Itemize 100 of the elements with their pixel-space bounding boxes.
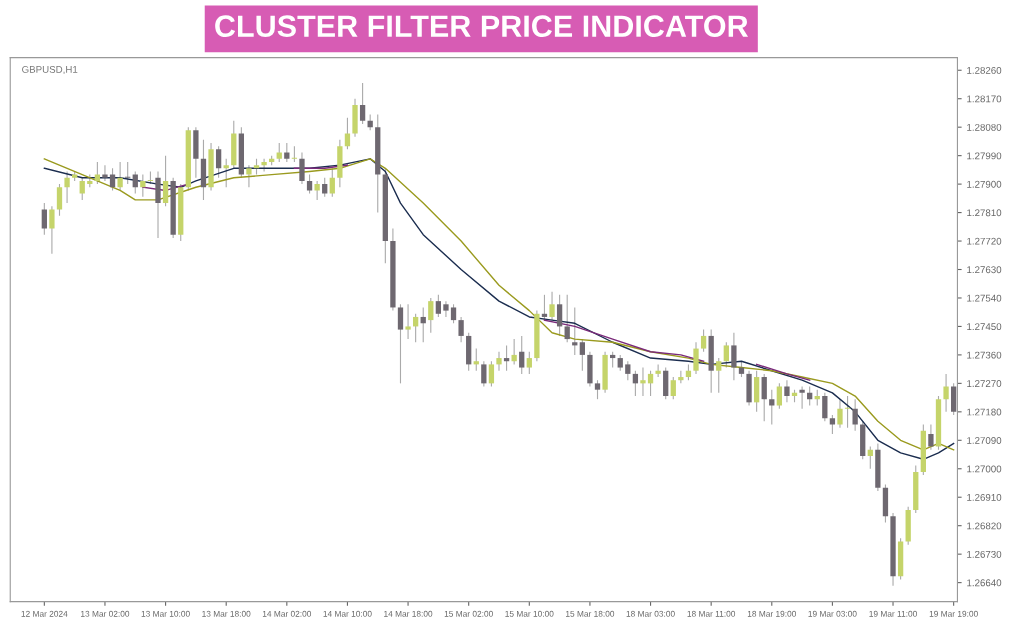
candlestick [162,155,169,207]
candlestick [79,177,85,201]
candlestick [125,161,131,185]
candlestick [102,164,108,182]
x-tick-label: 15 Mar 18:00 [566,610,615,617]
x-tick-label: 12 Mar 2024 [21,610,68,617]
candlestick [943,373,949,413]
candlestick [132,170,138,195]
y-tick-label: 1.26730 [967,550,1002,558]
x-tick-label: 18 Mar 11:00 [687,610,736,617]
candlestick [435,294,442,318]
x-tick-label: 18 Mar 19:00 [747,610,797,617]
candlestick [443,300,449,318]
candlestick [564,294,570,343]
y-tick-label: 1.26820 [967,522,1002,530]
y-tick-label: 1.28260 [967,66,1002,74]
candlestick [299,151,305,185]
candlestick [496,351,502,372]
x-tick-label: 13 Mar 18:00 [202,610,251,617]
candlestick [647,370,654,397]
candlestick [397,303,404,384]
candlestick [405,303,411,340]
candlestick [852,398,858,432]
candlestick [481,360,487,388]
chart-title: CLUSTER FILTER PRICE INDICATOR [215,15,749,37]
candlestick [761,373,767,422]
y-tick-label: 1.27720 [967,237,1002,245]
x-tick-label: 15 Mar 02:00 [444,610,493,617]
y-tick-label: 1.27270 [967,380,1002,387]
candlestick [344,117,351,150]
y-tick-label: 1.27900 [967,180,1002,188]
y-tick-label: 1.27630 [967,266,1002,274]
candlestick [928,423,934,451]
y-tick-label: 1.27180 [967,408,1002,416]
candlestick [549,291,555,321]
candlestick [723,341,729,369]
y-tick-label: 1.27540 [967,294,1002,302]
candlestick [594,379,601,400]
candlestick [693,341,699,375]
candlestick [261,158,267,173]
candlestick [117,161,123,191]
candlestick [556,294,563,337]
y-tick-label: 1.26910 [967,493,1002,501]
x-tick-label: 18 Mar 03:00 [626,610,675,617]
candlestick [670,376,676,400]
candlestick [329,167,335,198]
candlestick [700,329,707,353]
candlestick [314,180,320,201]
candlestick [109,167,116,191]
candlestick [625,360,631,381]
y-tick-label: 1.27450 [967,323,1002,331]
candlestick [412,313,419,343]
candlestick [49,205,55,255]
annotation: GBPUSD,H1 [22,66,78,75]
candlestick [458,316,464,343]
candlestick [837,398,843,429]
x-tick-label: 14 Mar 18:00 [384,610,433,617]
candlestick [322,177,328,198]
x-tick-label: 19 Mar 11:00 [869,610,917,617]
y-tick-label: 1.27090 [967,437,1002,444]
y-tick-label: 1.27360 [967,351,1002,359]
candlestick [822,392,828,422]
candlestick [731,332,737,381]
candlestick [579,338,585,372]
candlestick [56,183,63,217]
candlestick [511,338,517,365]
x-tick-label: 15 Mar 10:00 [505,610,554,617]
candlestick [655,363,661,378]
y-tick-label: 1.26640 [967,579,1002,587]
candlestick [488,360,495,388]
candlestick [215,145,222,179]
candlestick [776,382,783,410]
candlestick [284,142,290,163]
y-tick-label: 1.27990 [967,152,1002,160]
x-tick-label: 14 Mar 02:00 [262,610,312,617]
line-series [543,319,705,362]
candlestick [359,82,366,125]
candlestick [64,170,70,204]
candlestick [519,335,525,375]
y-tick-label: 1.27000 [967,465,1002,473]
candlestick [844,395,851,429]
y-tick-label: 1.27810 [967,209,1002,217]
candlestick [526,351,532,375]
x-tick-label: 14 Mar 10:00 [323,610,372,617]
candlestick [784,379,790,403]
y-tick-label: 1.28170 [967,95,1002,103]
candlestick [450,303,457,324]
candlestick [716,357,722,394]
candlestick [276,142,282,163]
x-tick-label: 13 Mar 10:00 [141,610,190,617]
y-tick-label: 1.28080 [967,123,1002,131]
candlestick [428,297,434,334]
candlestick [41,202,47,236]
x-tick-label: 13 Mar 02:00 [81,610,130,617]
candlestick [306,174,313,195]
candlestick [140,174,146,198]
candlestick [246,164,252,188]
candlestick [799,385,805,410]
x-tick-label: 19 Mar 03:00 [808,610,857,617]
x-tick-label: 19 Mar 19:00 [929,610,978,617]
